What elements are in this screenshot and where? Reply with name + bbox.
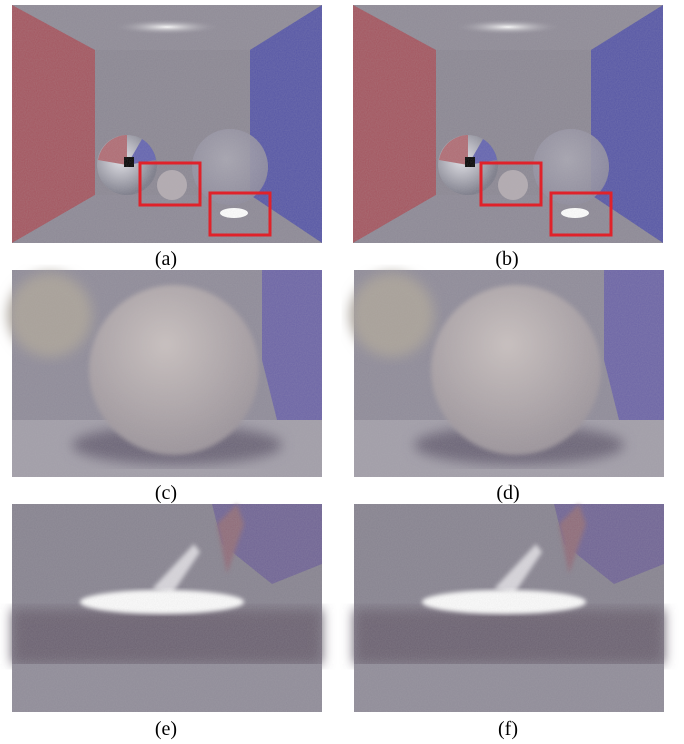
caption: (f)	[498, 718, 518, 740]
caption: (c)	[155, 482, 177, 504]
figure: (a) (b) (c) (d) (e) (f)	[0, 0, 684, 744]
zoom-f	[354, 504, 664, 712]
caption: (a)	[155, 248, 177, 270]
zoom-c	[8, 270, 322, 477]
caption: (d)	[496, 482, 519, 504]
caption: (b)	[495, 248, 518, 270]
render-a	[12, 5, 322, 243]
zoom-e	[12, 504, 322, 712]
render-b	[353, 5, 663, 243]
caption: (e)	[155, 718, 177, 740]
zoom-d	[350, 270, 664, 477]
